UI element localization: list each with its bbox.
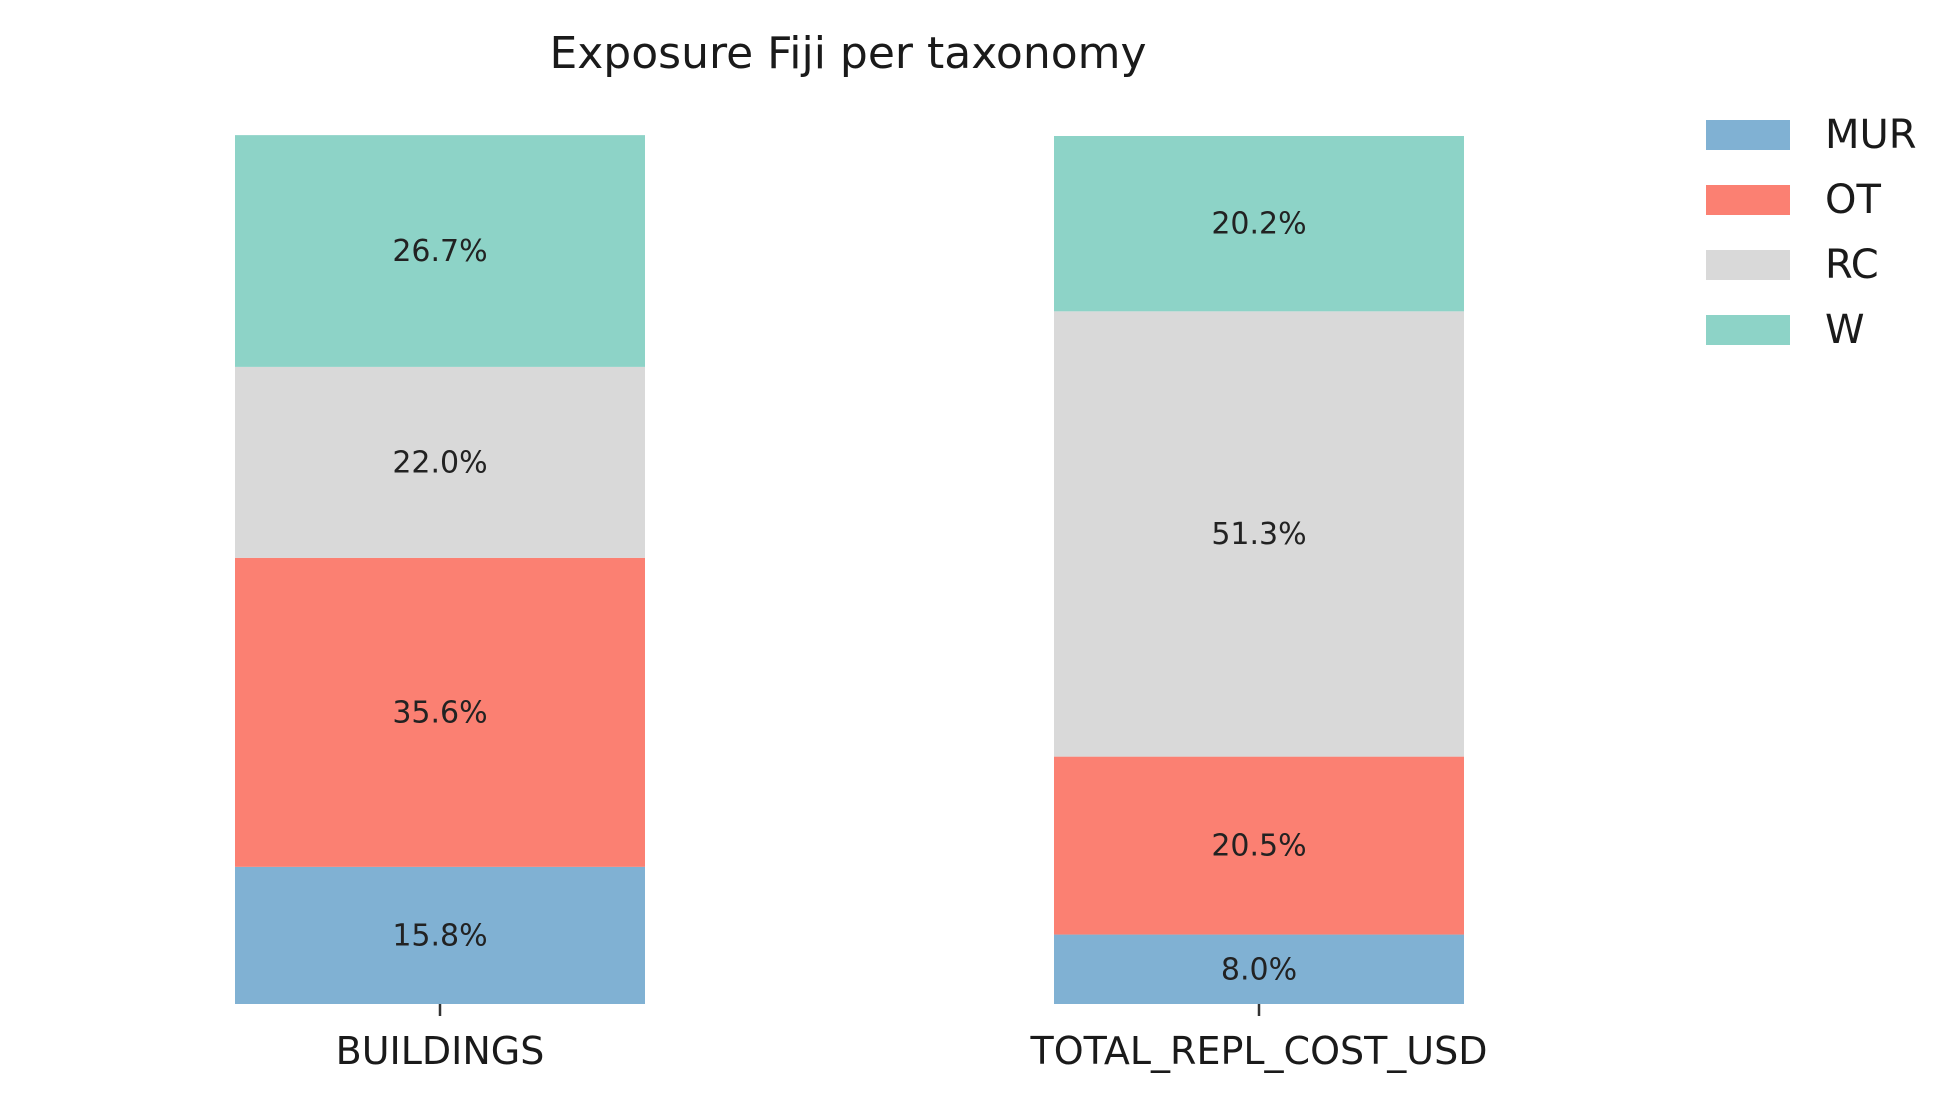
bar-segment-total-repl-cost-usd-ot [1054,756,1464,935]
data-label-buildings-w: 26.7% [392,234,487,269]
data-label-total-repl-cost-usd-ot: 20.5% [1211,829,1306,864]
data-label-buildings-rc: 22.0% [392,445,487,480]
x-tick-label-total-repl-cost-usd: TOTAL_REPL_COST_USD [1029,1029,1487,1073]
legend-swatch-mur [1706,120,1790,150]
bar-segment-total-repl-cost-usd-w [1054,136,1464,312]
bar-segment-buildings-rc [235,366,645,558]
bar-segment-total-repl-cost-usd-mur [1054,934,1464,1004]
legend-label-w: W [1825,307,1865,353]
chart-title: Exposure Fiji per taxonomy [549,28,1146,79]
bar-segment-total-repl-cost-usd-rc [1054,311,1464,757]
legend: MUR OT RC W [1706,112,1917,353]
data-label-total-repl-cost-usd-mur: 8.0% [1221,952,1297,987]
data-label-buildings-mur: 15.8% [392,918,487,953]
bar-segment-buildings-mur [235,866,645,1004]
bar-segment-buildings-ot [235,557,645,867]
legend-swatch-rc [1706,250,1790,280]
legend-swatch-w [1706,315,1790,345]
x-axis: BUILDINGS TOTAL_REPL_COST_USD [336,1004,1488,1073]
legend-swatch-ot [1706,185,1790,215]
data-label-total-repl-cost-usd-w: 20.2% [1211,207,1306,242]
x-tick-label-buildings: BUILDINGS [336,1029,545,1073]
legend-label-rc: RC [1825,242,1879,288]
bars-group: 15.8% 35.6% 22.0% 26.7% 8.0% 20.5% 51.3% 20.2% [235,135,1464,1004]
legend-label-mur: MUR [1825,112,1917,158]
data-label-buildings-ot: 35.6% [392,695,487,730]
data-label-total-repl-cost-usd-rc: 51.3% [1211,517,1306,552]
legend-label-ot: OT [1825,177,1881,223]
bar-segment-buildings-w [235,135,645,367]
